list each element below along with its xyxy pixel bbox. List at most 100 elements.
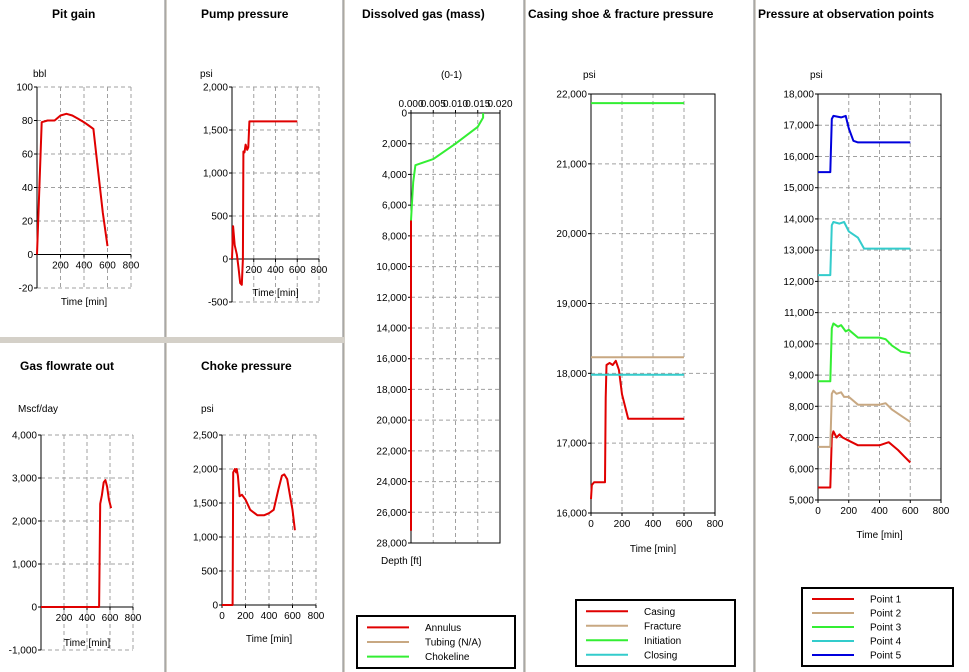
panel-dissolved-gas: Dissolved gas (mass) (0-1) 0 2,000 4,000 6,…: [345, 0, 525, 672]
y-tick-label: 17,000: [556, 439, 587, 450]
series-line: [222, 468, 296, 606]
series-point-2: [818, 389, 911, 448]
x-tick-label: 0.010: [443, 99, 468, 110]
y-tick-label: 17,000: [783, 121, 814, 132]
unit-label: psi: [201, 404, 214, 415]
x-tick-label: 0: [815, 506, 821, 517]
y-tick-label: 7,000: [789, 433, 814, 444]
y-tick-label: 0: [212, 601, 218, 612]
y-tick-label: 15,000: [783, 183, 814, 194]
y-tick-label: 1,500: [203, 126, 228, 137]
legend-label: Annulus: [425, 623, 461, 634]
y-tick-label: 13,000: [783, 246, 814, 257]
unit-label: Mscf/day: [18, 404, 58, 415]
panel-pump-pressure: Pump pressure psi -500 0 500 1,000 1,500 2,00…: [167, 0, 344, 337]
x-tick-label: 0: [219, 611, 225, 622]
y-tick-label: 26,000: [376, 508, 407, 519]
x-tick-label: 200: [840, 506, 857, 517]
x-tick-label: 600: [102, 613, 119, 624]
x-tick-label: 800: [125, 613, 142, 624]
y-tick-label: 6,000: [789, 464, 814, 475]
chart-title: Choke pressure: [201, 359, 292, 373]
legend-label: Closing: [644, 650, 677, 661]
y-tick-label: 60: [22, 150, 34, 161]
y-tick-label: 500: [201, 567, 218, 578]
y-tick-label: 10,000: [376, 262, 407, 273]
unit-label: psi: [810, 70, 823, 81]
y-tick-label: 10,000: [783, 339, 814, 350]
y-tick-label: 2,500: [193, 431, 218, 442]
x-tick-label: 200: [52, 261, 69, 272]
y-tick-label: 18,000: [376, 385, 407, 396]
y-tick-label: 8,000: [789, 402, 814, 413]
y-tick-label: 19,000: [556, 299, 587, 310]
y-tick-label: 1,000: [193, 533, 218, 544]
x-axis-label: Time [min]: [630, 544, 677, 555]
chart-title: Pit gain: [52, 7, 95, 21]
y-tick-label: 500: [211, 212, 228, 223]
x-tick-label: 200: [614, 519, 631, 530]
series-point-5: [818, 114, 911, 174]
y-tick-label: 16,000: [783, 152, 814, 163]
y-tick-label: 3,000: [12, 474, 37, 485]
y-tick-label: 6,000: [382, 201, 407, 212]
series-line: [36, 112, 109, 255]
series-point-1: [818, 430, 912, 489]
y-tick-label: 0: [401, 109, 407, 120]
y-tick-label: 2,000: [203, 83, 228, 94]
x-tick-label: 200: [237, 611, 254, 622]
x-axis-label: Depth [ft]: [381, 556, 422, 567]
x-tick-label: 0.020: [487, 99, 512, 110]
y-tick-label: -500: [208, 298, 228, 309]
x-tick-label: 0.000: [398, 99, 423, 110]
y-tick-label: 24,000: [376, 477, 407, 488]
legend-label: Point 1: [870, 595, 902, 606]
chart-title: Pressure at observation points: [758, 7, 934, 21]
unit-label: psi: [583, 70, 596, 81]
chart-title: Pump pressure: [201, 7, 289, 21]
legend-label: Casing: [644, 607, 675, 618]
y-tick-label: 0: [27, 250, 33, 261]
series-point-3: [818, 322, 911, 383]
x-tick-label: 800: [311, 265, 328, 276]
unit-label: psi: [200, 69, 213, 80]
y-tick-label: 12,000: [376, 293, 407, 304]
x-tick-label: 600: [99, 261, 116, 272]
y-tick-label: 20: [22, 217, 34, 228]
chart-title: Gas flowrate out: [20, 359, 114, 373]
x-tick-label: 600: [284, 611, 301, 622]
series-chokeline: [410, 113, 485, 221]
x-tick-label: 800: [707, 519, 724, 530]
y-tick-label: 18,000: [556, 369, 587, 380]
x-tick-label: 800: [123, 261, 140, 272]
x-tick-label: 0.015: [465, 99, 490, 110]
x-tick-label: 400: [871, 506, 888, 517]
panel-choke-pressure: Choke pressure psi 0 500 1,000 1,500 2,000 2,…: [167, 343, 344, 672]
x-axis-label: Time [min]: [61, 297, 108, 308]
panel-background: [167, 343, 343, 672]
y-tick-label: 28,000: [376, 539, 407, 550]
panel-background: [526, 0, 754, 672]
y-tick-label: 21,000: [556, 159, 587, 170]
x-axis-label: Time [min]: [856, 530, 903, 541]
y-tick-label: 1,000: [203, 169, 228, 180]
y-tick-label: 1,500: [193, 499, 218, 510]
chart-title: Casing shoe & fracture pressure: [528, 7, 714, 21]
panel-background: [756, 0, 969, 672]
legend-label: Chokeline: [425, 652, 470, 663]
x-tick-label: 0: [588, 519, 594, 530]
legend-label: Point 5: [870, 651, 902, 662]
y-tick-label: 5,000: [789, 496, 814, 507]
y-tick-label: 8,000: [382, 231, 407, 242]
y-tick-label: 12,000: [783, 277, 814, 288]
unit-label: bbl: [33, 69, 46, 80]
chart-title: Dissolved gas (mass): [362, 7, 485, 21]
y-tick-label: 40: [22, 183, 34, 194]
panel-background: [345, 0, 524, 672]
panel-pit-gain: Pit gain bbl -20 0 20 40 60 80 100 200 400 600 800…: [0, 0, 166, 337]
y-tick-label: 18,000: [783, 90, 814, 101]
y-tick-label: 20,000: [376, 416, 407, 427]
series-casing: [590, 359, 684, 500]
y-tick-label: 16,000: [376, 354, 407, 365]
